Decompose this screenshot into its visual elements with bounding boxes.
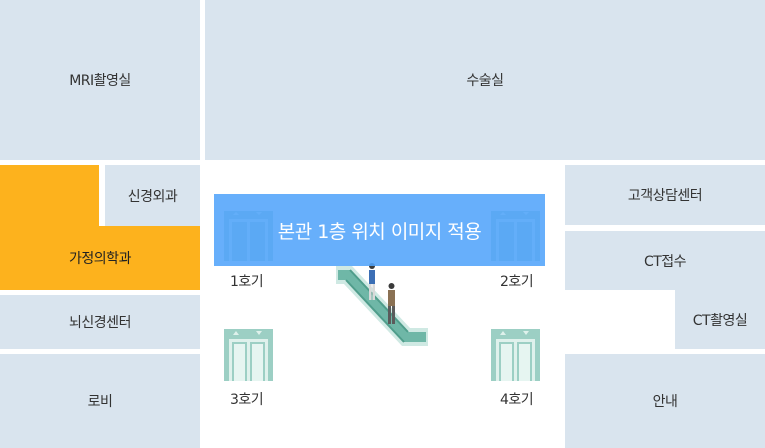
room-customer-counseling[interactable]: 고객상담센터 [565,165,765,225]
elevator-1-label: 1호기 [230,274,264,290]
room-information[interactable]: 안내 [565,354,765,448]
elevator-2-label: 2호기 [500,274,534,290]
room-mri[interactable]: MRI촬영실 [0,0,200,160]
elevator-3-label: 3호기 [230,392,264,408]
room-stroke-center[interactable]: 뇌신경센터 [0,295,200,349]
elevator-icon [224,329,273,381]
elevator-icon [491,329,540,381]
room-lobby[interactable]: 로비 [0,354,200,448]
room-neurosurgery[interactable]: 신경외과 [105,165,200,226]
room-family-medicine-highlight-top[interactable] [0,165,99,226]
room-ct-reception[interactable]: CT접수 [565,231,765,290]
room-surgery[interactable]: 수술실 [205,0,765,160]
location-banner: 본관 1층 위치 이미지 적용 [214,194,545,266]
escalator-icon [336,266,428,346]
person-icon [388,283,395,324]
elevator-4-label: 4호기 [500,392,534,408]
room-family-medicine[interactable]: 가정의학과 [0,226,200,290]
person-icon [369,263,375,300]
room-ct-room[interactable]: CT촬영실 [675,290,765,349]
